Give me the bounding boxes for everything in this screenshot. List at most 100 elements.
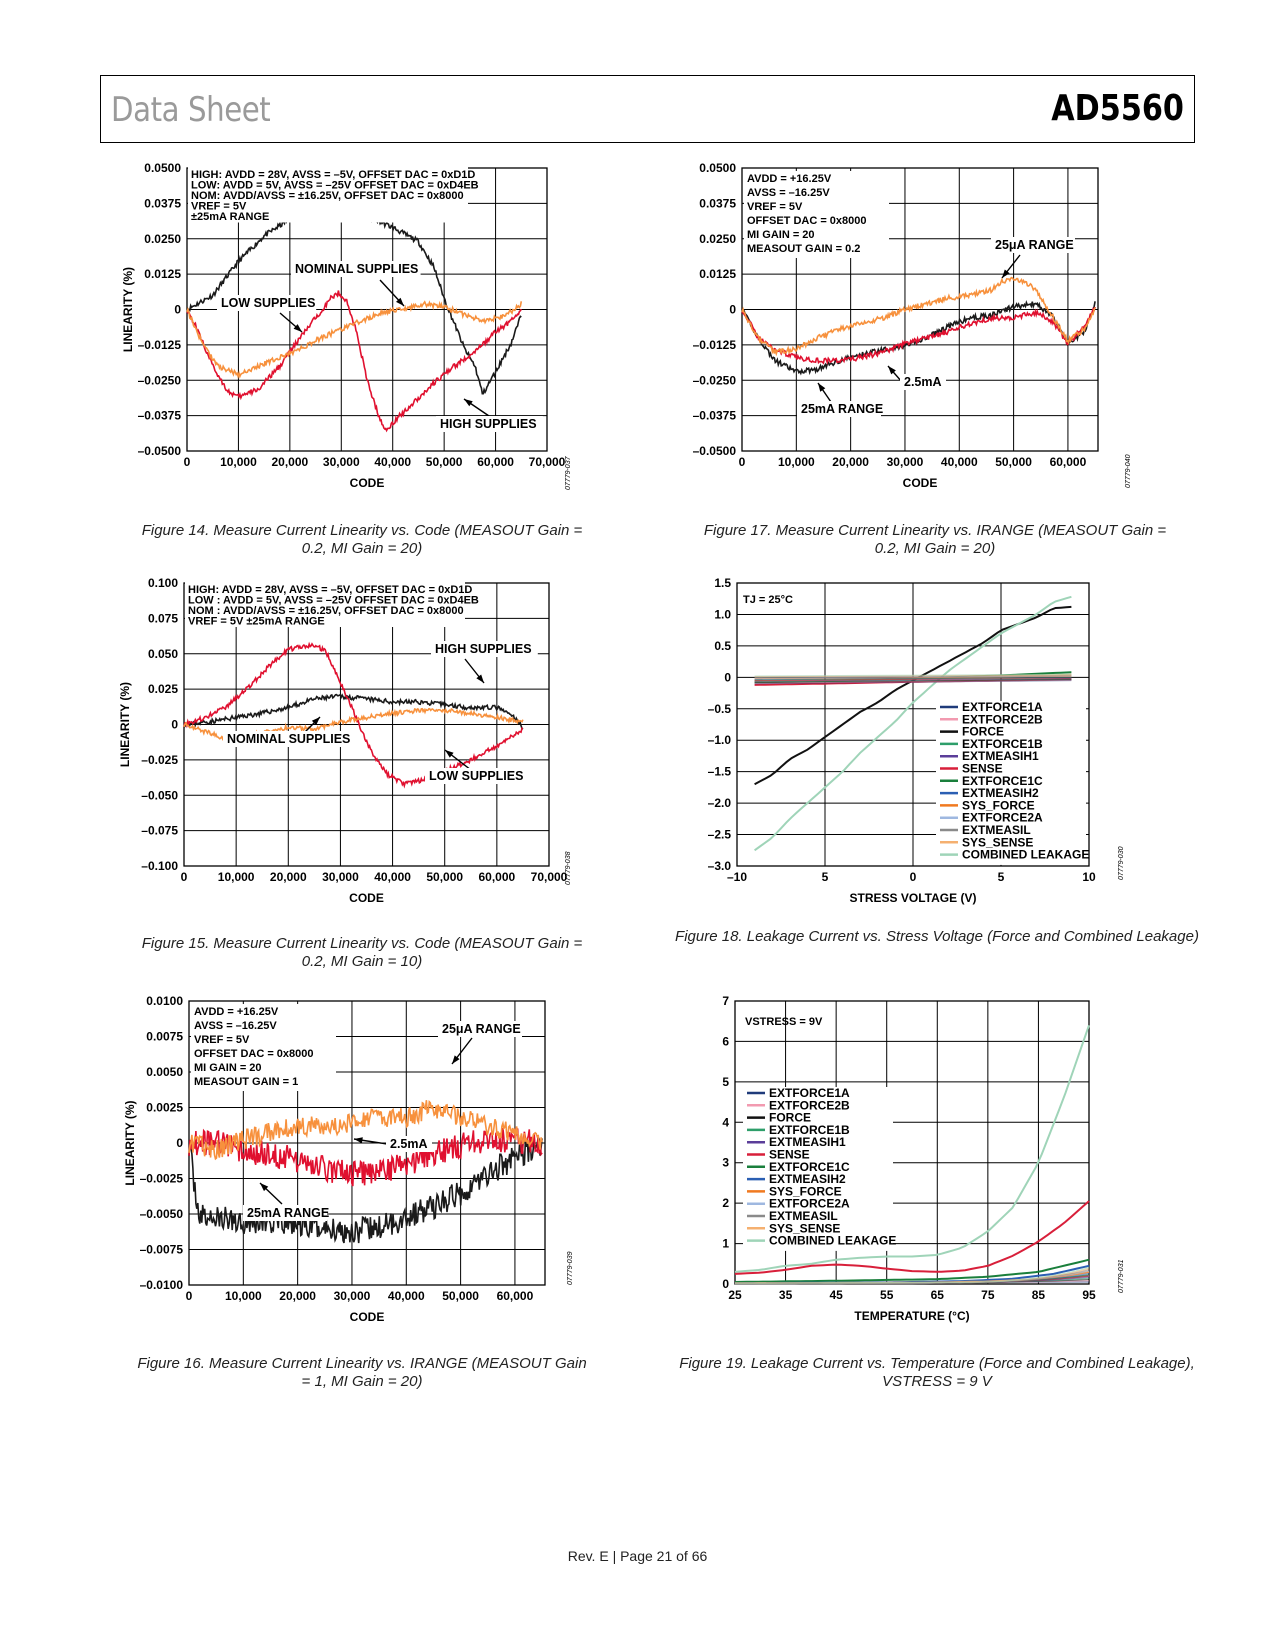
label-background [438, 1021, 522, 1037]
x-tick-label: 10,000 [225, 1289, 262, 1303]
series-line [183, 641, 524, 789]
x-tick-label: 50,000 [442, 1289, 479, 1303]
x-tick-label: 20,000 [832, 455, 869, 469]
x-tick-label: 95 [1082, 1288, 1096, 1302]
x-axis-label: STRESS VOLTAGE (V) [850, 891, 977, 905]
chart-annotation: VREF = 5V [194, 1034, 250, 1046]
legend-entry: EXTFORCE1C [962, 774, 1043, 788]
y-tick-label: 0.100 [148, 576, 178, 590]
chart-annotation: MI GAIN = 20 [747, 229, 815, 241]
series-line [188, 1135, 543, 1244]
x-tick-label: 60,000 [477, 455, 514, 469]
label-background [217, 295, 317, 311]
page-header: Data Sheet AD5560 [100, 75, 1195, 143]
x-tick-label: 60,000 [1050, 455, 1087, 469]
x-tick-label: 0 [186, 1289, 193, 1303]
x-tick-label: 0 [184, 455, 191, 469]
series-line [188, 1127, 543, 1187]
y-tick-label: 0.0100 [146, 994, 183, 1008]
x-tick-label: 10,000 [220, 455, 257, 469]
note-background [191, 1004, 336, 1091]
x-tick-label: 50,000 [426, 455, 463, 469]
y-tick-label: 0.025 [148, 682, 178, 696]
series-line [183, 693, 524, 730]
series-callout: 25μA RANGE [995, 238, 1074, 252]
y-tick-label: –0.0500 [693, 444, 737, 458]
callout-arrowhead [464, 399, 473, 407]
y-tick-label: –0.0100 [140, 1278, 184, 1292]
series-line [741, 300, 1096, 376]
x-tick-label: 70,000 [531, 870, 568, 884]
y-tick-label: –0.0500 [138, 444, 182, 458]
x-axis-label: TEMPERATURE (°C) [854, 1309, 969, 1323]
callout-arrowhead [354, 1137, 363, 1144]
callout-arrowhead [395, 297, 404, 306]
y-tick-label: 0.0250 [144, 232, 181, 246]
y-tick-label: 0.0375 [699, 196, 736, 210]
x-tick-label: 85 [1032, 1288, 1046, 1302]
y-tick-label: 0.0375 [144, 196, 181, 210]
y-axis-label: LINEARITY (%) [123, 1100, 137, 1185]
y-tick-label: –2.0 [708, 796, 732, 810]
y-tick-label: –0.050 [141, 788, 178, 802]
x-tick-label: 40,000 [941, 455, 978, 469]
x-tick-label: 50,000 [995, 455, 1032, 469]
callout-arrowhead [445, 750, 454, 758]
series-line [186, 300, 523, 379]
callout-arrowhead [476, 674, 484, 683]
chart-annotation: OFFSET DAC = 0x8000 [747, 215, 867, 227]
y-tick-label: 0.0500 [144, 161, 181, 175]
y-tick-label: 0.0500 [699, 161, 736, 175]
callout-arrowhead [818, 383, 826, 392]
y-tick-label: –0.0075 [140, 1243, 184, 1257]
label-background [991, 237, 1075, 253]
label-background [291, 261, 421, 277]
chart-annotation: VREF = 5V ±25mA RANGE [188, 616, 325, 628]
x-tick-label: 20,000 [272, 455, 309, 469]
x-tick-label: 75 [981, 1288, 995, 1302]
legend-entry: FORCE [962, 725, 1004, 739]
y-tick-label: 1.0 [714, 607, 731, 621]
chart-annotation: OFFSET DAC = 0x8000 [194, 1048, 314, 1060]
y-tick-label: 2 [722, 1196, 729, 1210]
callout-arrowhead [311, 717, 320, 726]
series-callout: LOW SUPPLIES [429, 769, 523, 783]
figure-id: 07779-037 [565, 455, 572, 490]
y-tick-label: 0 [176, 1136, 183, 1150]
y-tick-label: 0.0250 [699, 232, 736, 246]
note-background [188, 167, 468, 223]
legend-entry: EXTMEASIH2 [962, 786, 1039, 800]
y-tick-label: 0 [729, 303, 736, 317]
figure-14-caption: Figure 14. Measure Current Linearity vs.… [141, 522, 583, 557]
chart-annotation: AVDD = +16.25V [747, 173, 832, 185]
x-axis-label: CODE [350, 1310, 385, 1324]
series-line-minor [754, 673, 1072, 677]
y-tick-label: 0.050 [148, 647, 178, 661]
chart-annotation: TJ = 25°C [743, 594, 793, 606]
series-line [188, 1100, 543, 1161]
figure-16-caption: Figure 16. Measure Current Linearity vs.… [137, 1355, 587, 1390]
legend-entry: SYS_FORCE [769, 1184, 842, 1198]
y-tick-label: –2.5 [708, 828, 732, 842]
series-callout: 25mA RANGE [801, 402, 883, 416]
figure-id: 07779-031 [1118, 1259, 1125, 1293]
x-tick-label: –10 [727, 870, 747, 884]
callout-arrowhead [1002, 269, 1010, 278]
y-tick-label: –3.0 [708, 859, 732, 873]
x-tick-label: 5 [998, 870, 1005, 884]
label-background [386, 1136, 432, 1152]
legend-entry: SYS_SENSE [769, 1221, 840, 1235]
chart-annotation: LOW : AVDD = 5V, AVSS = –25V OFFSET DAC … [188, 595, 479, 607]
fig18-plot [736, 582, 1090, 867]
legend-entry: EXTMEASIL [962, 823, 1031, 837]
x-tick-label: 0 [739, 455, 746, 469]
label-background [431, 641, 538, 657]
series-line-minor [734, 1266, 1090, 1284]
y-axis-label: LINEARITY (%) [121, 267, 135, 352]
part-number: AD5560 [1051, 88, 1184, 129]
series-line [741, 276, 1096, 357]
x-tick-label: 50,000 [426, 870, 463, 884]
chart-annotation: LOW: AVDD = 5V, AVSS = –25V OFFSET DAC =… [191, 180, 479, 192]
x-tick-label: 25 [728, 1288, 742, 1302]
y-tick-label: –0.025 [141, 753, 178, 767]
